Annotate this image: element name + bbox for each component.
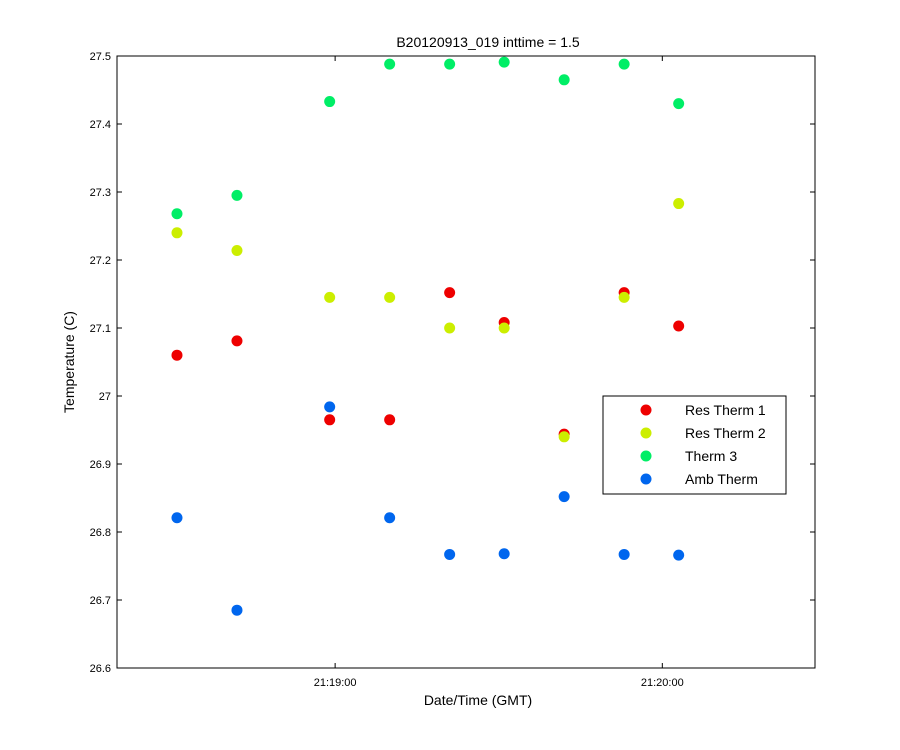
- y-tick-label: 27.5: [90, 51, 111, 63]
- data-point: [444, 548, 456, 560]
- data-point: [324, 96, 336, 108]
- data-point: [444, 58, 456, 70]
- y-tick-label: 27: [99, 391, 111, 403]
- data-point: [324, 414, 336, 426]
- data-point: [384, 58, 396, 70]
- y-tick-label: 27.4: [90, 119, 111, 131]
- data-point: [324, 401, 336, 413]
- x-tick-label: 21:19:00: [314, 677, 357, 689]
- legend-marker: [640, 427, 652, 439]
- legend: Res Therm 1 Res Therm 2 Therm 3 Amb Therm: [602, 395, 787, 495]
- x-tick-label: 21:20:00: [641, 677, 684, 689]
- data-point: [498, 322, 510, 334]
- data-point: [231, 189, 243, 201]
- data-point: [231, 335, 243, 347]
- x-axis-label: Date/Time (GMT): [424, 692, 532, 708]
- data-point: [673, 98, 685, 110]
- data-point: [558, 491, 570, 503]
- y-tick-label: 27.3: [90, 187, 111, 199]
- data-point: [444, 322, 456, 334]
- y-tick-label: 27.1: [90, 323, 111, 335]
- y-tick-label: 26.6: [90, 663, 111, 675]
- data-point: [231, 604, 243, 616]
- legend-marker: [640, 473, 652, 485]
- plot-area: [116, 55, 816, 669]
- chart-title: B20120913_019 inttime = 1.5: [396, 34, 580, 50]
- y-tick-label: 26.9: [90, 459, 111, 471]
- data-point: [444, 287, 456, 299]
- data-point: [171, 512, 183, 524]
- data-point: [618, 58, 630, 70]
- data-point: [231, 244, 243, 256]
- data-points: [171, 56, 685, 616]
- legend-label: Res Therm 2: [685, 425, 766, 441]
- data-point: [324, 291, 336, 303]
- legend-marker: [640, 450, 652, 462]
- data-point: [384, 414, 396, 426]
- data-point: [384, 512, 396, 524]
- data-point: [673, 549, 685, 561]
- data-point: [171, 208, 183, 220]
- legend-box: [602, 395, 787, 495]
- legend-marker: [640, 404, 652, 416]
- legend-label: Amb Therm: [685, 471, 758, 487]
- x-axis: 21:19:00 21:20:00: [314, 56, 684, 689]
- data-point: [673, 320, 685, 332]
- data-point: [171, 227, 183, 239]
- data-point: [558, 431, 570, 443]
- y-axis-label: Temperature (C): [61, 311, 77, 413]
- data-point: [498, 548, 510, 560]
- data-point: [384, 291, 396, 303]
- data-point: [171, 349, 183, 361]
- data-point: [673, 198, 685, 210]
- data-point: [618, 291, 630, 303]
- y-tick-label: 27.2: [90, 255, 111, 267]
- y-axis: 26.6 26.7 26.8 26.9 27 27.1 27.2 27.3 27.4 27.5: [90, 51, 815, 675]
- data-point: [618, 548, 630, 560]
- data-point: [558, 74, 570, 86]
- y-tick-label: 26.7: [90, 595, 111, 607]
- y-tick-label: 26.8: [90, 527, 111, 539]
- data-point: [498, 56, 510, 68]
- legend-label: Res Therm 1: [685, 402, 766, 418]
- legend-label: Therm 3: [685, 448, 737, 464]
